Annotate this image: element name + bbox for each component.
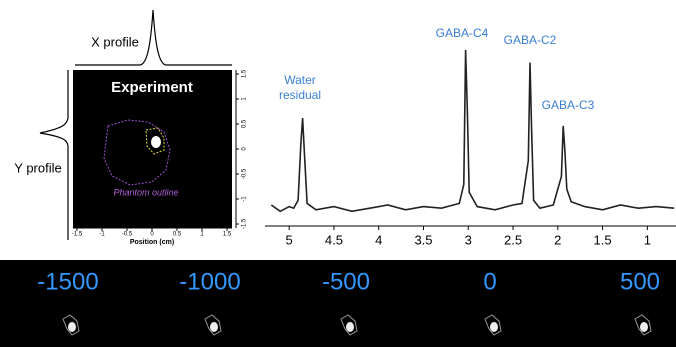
peak-label: GABA-C4 [427,26,497,41]
peak-label: GABA-C2 [495,33,565,48]
peak-label: GABA-C3 [533,98,603,113]
x-tick-label: 0.5 [173,232,182,238]
offset-label: 0 [483,268,496,295]
x-tick-label: 3.5 [414,232,432,247]
blob-core [346,322,354,332]
blob-core [68,322,76,332]
signal-spot [151,136,161,148]
offset-label: -1500 [37,268,98,295]
image-title: Experiment [111,79,193,96]
y-tick-label: 0.5 [242,119,248,128]
x-tick-label: -1 [99,232,105,238]
y-profile-curve [40,70,68,240]
y-tick-label: -1 [242,196,248,202]
figure: Experiment X profile Y profile Phantom outl… [0,0,676,347]
x-tick-label: -0.5 [122,232,133,238]
annotation: Phantom outline [113,187,178,197]
y-tick-label: -0.5 [242,168,248,179]
offset-label: -1000 [179,268,240,295]
x-tick-label: 5 [286,232,293,247]
x-tick-label: -1.5 [72,232,83,238]
y-tick-label: 1 [242,97,248,101]
x-tick-label: 3 [465,232,472,247]
x-tick-label: 4.5 [325,232,343,247]
figure-canvas: Experiment X profile Y profile Phantom outl… [0,0,676,347]
offset-label: 500 [620,268,660,295]
x-tick-label: 1.5 [223,232,232,238]
x-tick-label: 1 [200,232,204,238]
peak-label: Water residual [275,73,325,103]
x-tick-label: 1 [644,232,651,247]
blob-core [640,322,648,332]
x-tick-label: 2.5 [504,232,522,247]
spectrum-line [271,50,674,211]
blob-core [210,322,218,332]
annotation: Y profile [14,160,61,175]
x-tick-label: 1.5 [594,232,612,247]
x-tick-label: 4 [375,232,382,247]
y-tick-label: 1.5 [242,69,248,78]
y-tick-label: 0 [242,147,248,151]
y-tick-label: -1.5 [242,218,248,229]
x-axis-label: Position (cm) [130,239,174,246]
offset-label: -500 [322,268,370,295]
blob-core [490,322,498,332]
x-tick-label: 0 [150,232,154,238]
annotation: X profile [91,34,139,49]
x-tick-label: 2 [554,232,561,247]
